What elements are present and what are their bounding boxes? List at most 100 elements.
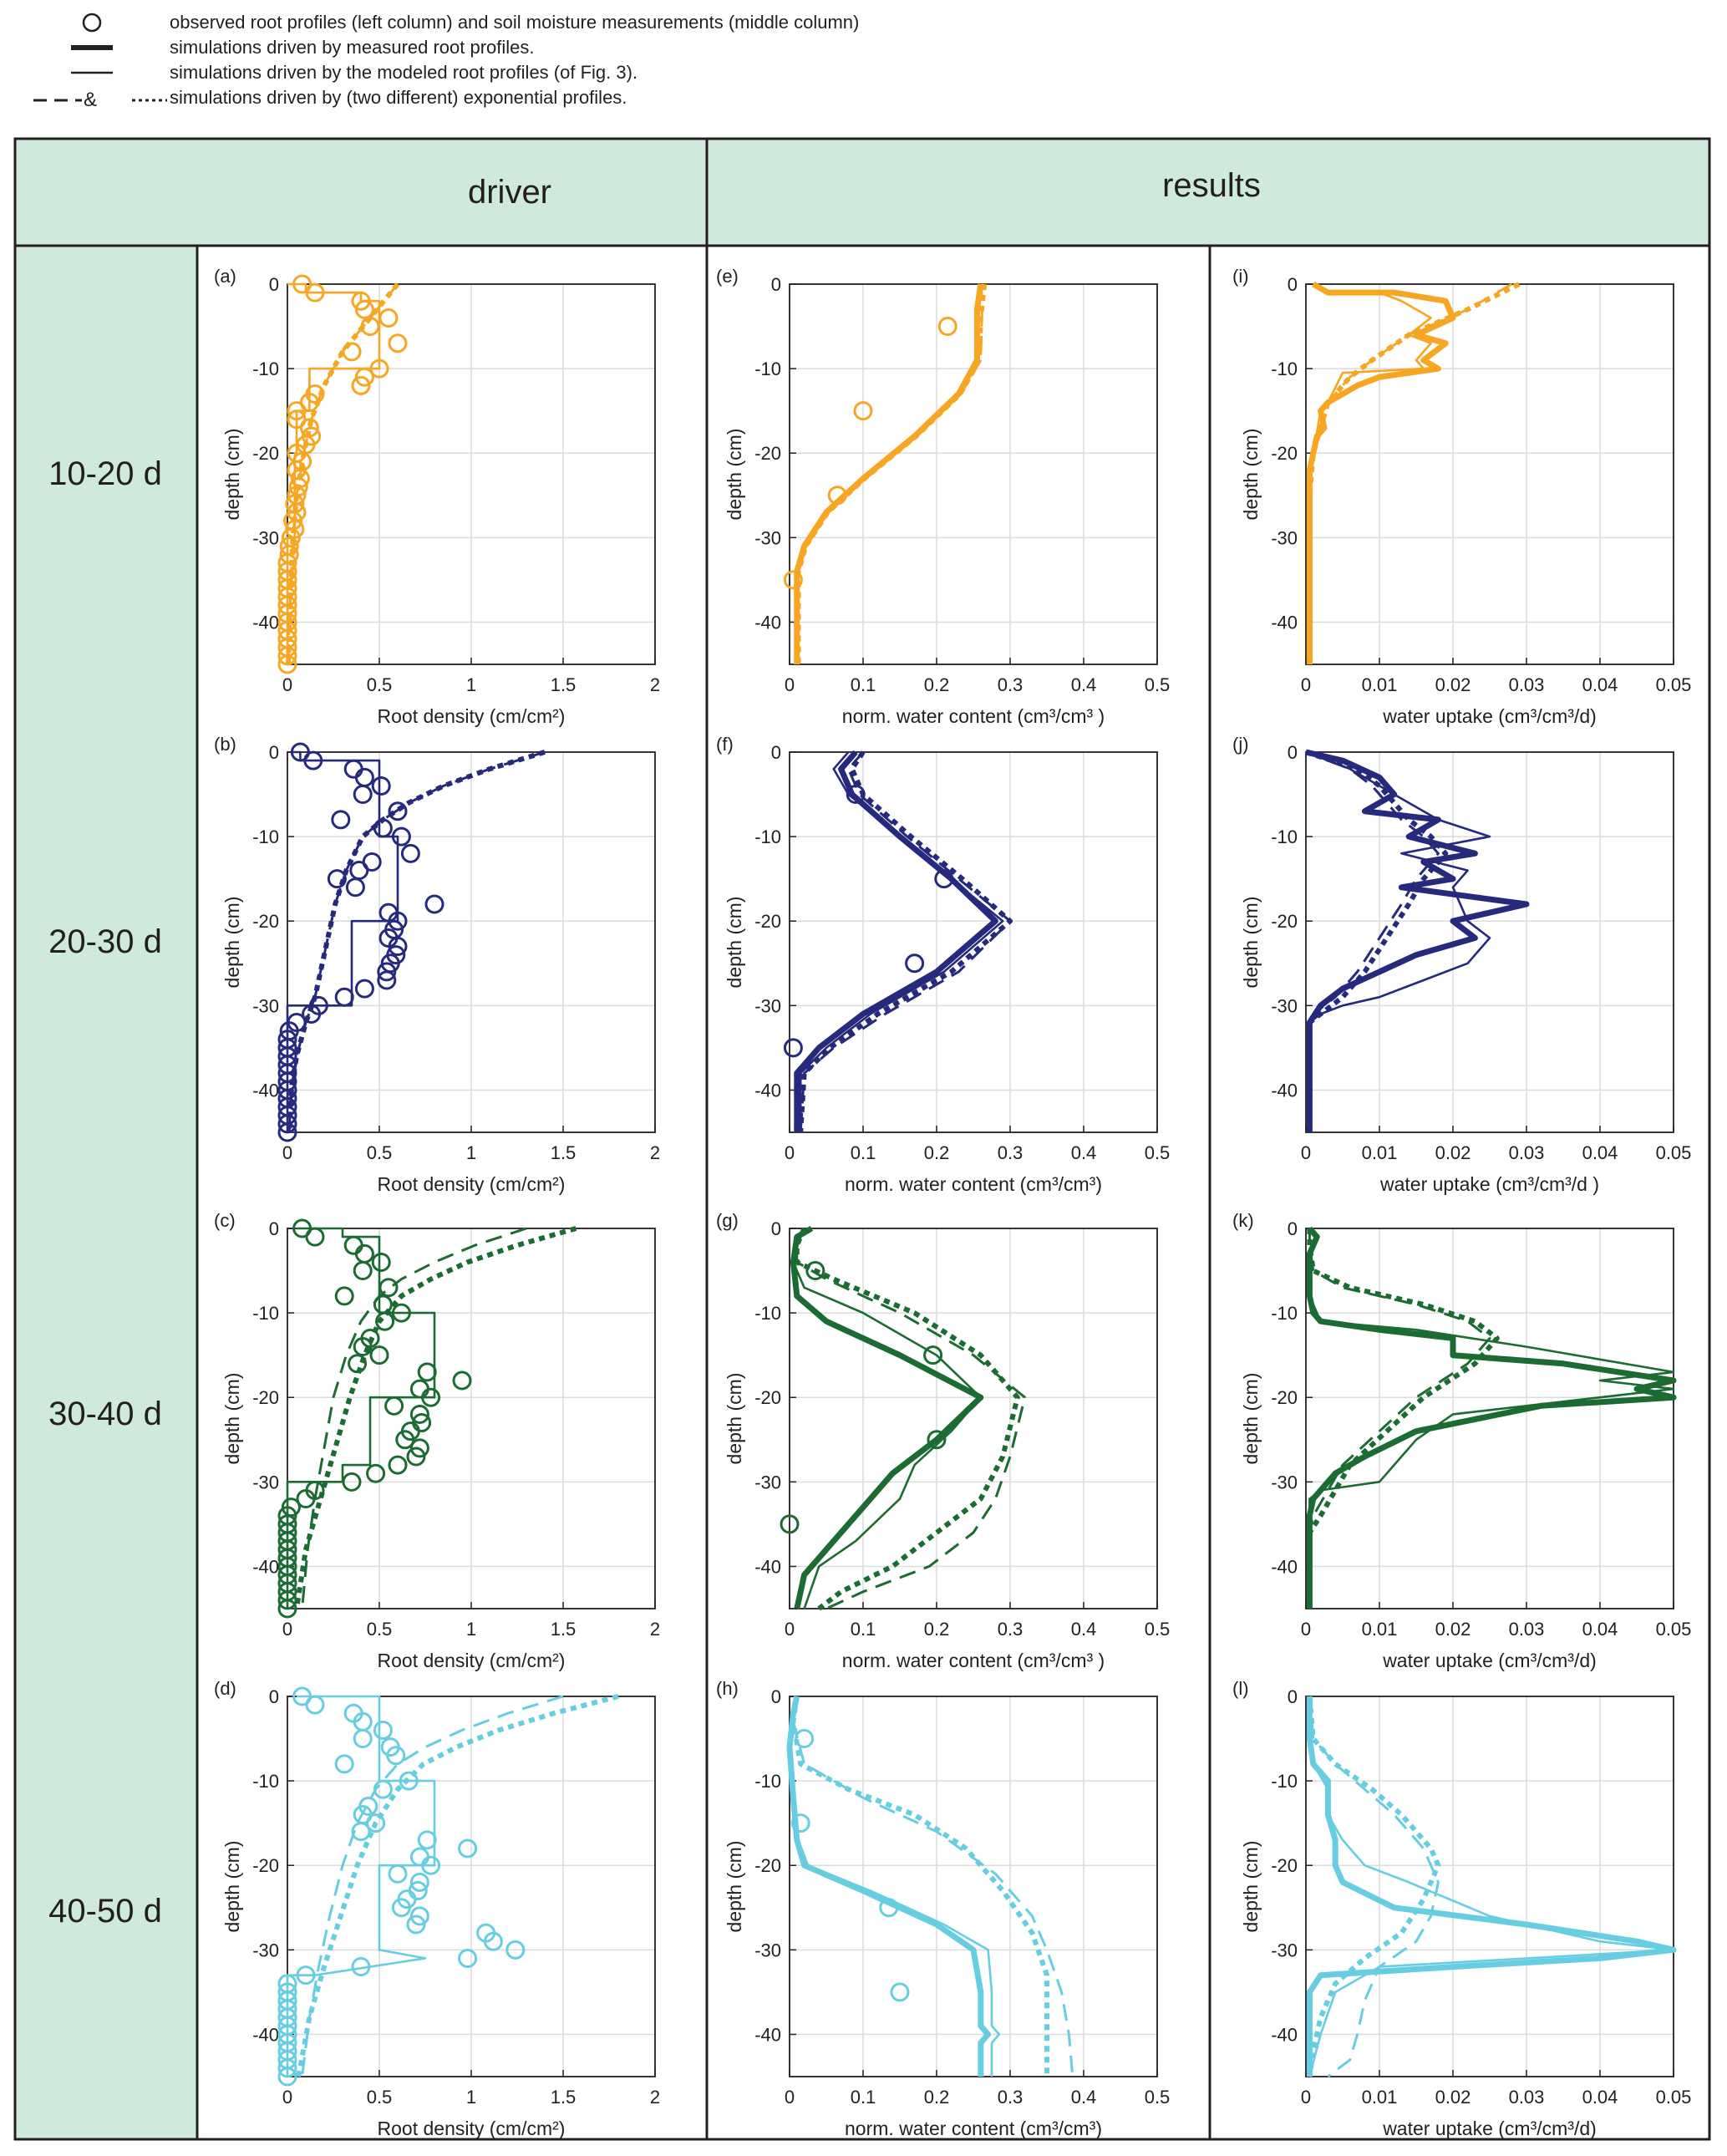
observed-marker [378, 308, 399, 328]
legend-item-exponential: & simulations driven by (two different) … [0, 85, 1086, 111]
series-dashed [1305, 750, 1440, 1132]
observed-marker [391, 1303, 411, 1323]
observed-marker [890, 1982, 910, 2002]
panel-label: (h) [716, 1678, 739, 1699]
observed-marker [353, 1729, 373, 1749]
plot-frame [789, 283, 1158, 665]
y-tick-label: 0 [1288, 742, 1298, 763]
x-tick-label: 0 [1301, 674, 1311, 695]
observed-marker [277, 1122, 297, 1142]
observed-marker [305, 1695, 325, 1715]
panel-label: (b) [214, 734, 236, 755]
y-axis-label: depth (cm) [724, 897, 745, 989]
chart-panel-i: 0 0.01 0.02 0.03 0.04 0.05 0 -10 -20 -30 -40 (i) wat… [1232, 266, 1691, 727]
x-tick-label: 0.1 [851, 674, 876, 695]
observed-marker [354, 979, 374, 999]
y-axis-label: depth (cm) [221, 1373, 243, 1465]
panel-label: (e) [716, 266, 739, 287]
series-dashed [1308, 282, 1513, 664]
chart-panel-g: 0 0.1 0.2 0.3 0.4 0.5 0 -10 -20 -30 -40 (g) norm. wa… [716, 1210, 1170, 1671]
y-tick-label: -40 [252, 612, 279, 633]
x-tick-label: 0 [785, 1142, 795, 1163]
y-tick-label: -30 [754, 527, 781, 548]
y-tick-label: -30 [1271, 1940, 1298, 1960]
x-tick-label: 0.01 [1362, 1619, 1398, 1640]
series-thin-solid [1305, 750, 1491, 1132]
observed-marker [360, 317, 380, 337]
y-axis-label: depth (cm) [1240, 897, 1262, 989]
y-tick-label: -30 [252, 1472, 279, 1492]
plot-frame [287, 283, 656, 665]
legend: observed root profiles (left column) and… [0, 0, 1086, 134]
series-dotted [296, 1694, 619, 2077]
thick-line-icon [71, 45, 113, 50]
chart-panel-c: 0 0.5 1 1.5 2 0 -10 -20 -30 -40 (c) Root density (c… [214, 1210, 660, 1671]
observed-marker [334, 1286, 354, 1306]
observed-marker [351, 291, 371, 311]
y-tick-label: 0 [1288, 1686, 1298, 1707]
legend-text: simulations driven by measured root prof… [170, 37, 535, 58]
observed-marker [348, 1354, 368, 1374]
observed-marker [296, 1489, 316, 1509]
observed-marker [505, 1940, 526, 1960]
observed-marker [388, 333, 408, 353]
y-tick-label: -40 [754, 2024, 781, 2045]
observed-marker [377, 970, 397, 990]
y-axis-label: depth (cm) [1240, 429, 1262, 521]
panel-label: (k) [1232, 1210, 1254, 1231]
x-axis-label: water uptake (cm³/cm³/d) [1382, 705, 1597, 727]
observed-marker [277, 654, 297, 674]
x-tick-label: 0.5 [367, 1142, 393, 1163]
series-thin-solid [286, 1695, 436, 2077]
x-tick-label: 0.4 [1071, 674, 1097, 695]
y-tick-label: -40 [1271, 1556, 1298, 1577]
x-tick-label: 1.5 [551, 1142, 577, 1163]
plot-frame [1305, 1228, 1674, 1609]
y-tick-label: -20 [754, 911, 781, 932]
x-tick-label: 0.03 [1509, 2087, 1545, 2108]
x-tick-label: 0 [785, 1619, 795, 1640]
y-tick-label: -30 [1271, 995, 1298, 1016]
y-tick-label: -10 [1271, 358, 1298, 379]
row-label-4: 40-50 d [48, 1893, 162, 1930]
observed-marker [409, 1438, 429, 1458]
series-dotted [1305, 750, 1449, 1132]
x-tick-label: 0.1 [851, 1619, 876, 1640]
x-tick-label: 0.4 [1071, 1142, 1097, 1163]
x-tick-label: 0.5 [1145, 1142, 1171, 1163]
y-tick-label: 0 [269, 742, 279, 763]
plot-frame [1305, 283, 1674, 665]
observed-marker [853, 401, 873, 421]
observed-marker [879, 1898, 899, 1918]
y-tick-label: -20 [754, 443, 781, 464]
x-tick-label: 1 [466, 1619, 476, 1640]
x-tick-label: 0.3 [998, 2087, 1024, 2108]
observed-marker [366, 1813, 386, 1833]
observed-marker [846, 785, 866, 805]
column-header-driver: driver [467, 174, 552, 211]
observed-marker [409, 1404, 429, 1424]
observed-marker [375, 1311, 395, 1331]
row-label-1: 10-20 d [48, 455, 162, 492]
y-tick-label: -10 [754, 358, 781, 379]
y-tick-label: -10 [252, 1771, 279, 1792]
x-tick-label: 0.04 [1582, 2087, 1618, 2108]
y-tick-label: -30 [252, 527, 279, 548]
x-tick-label: 0.5 [1145, 674, 1171, 695]
y-tick-label: 0 [771, 1686, 781, 1707]
observed-marker [388, 937, 408, 957]
y-tick-label: -10 [1271, 826, 1298, 847]
chart-panel-l: 0 0.01 0.02 0.03 0.04 0.05 0 -10 -20 -30 -40 (l) wat… [1232, 1678, 1691, 2139]
y-axis-label: depth (cm) [724, 429, 745, 521]
observed-marker [409, 1847, 429, 1867]
x-tick-label: 1 [466, 674, 476, 695]
observed-marker [351, 375, 371, 395]
observed-marker [395, 1430, 415, 1450]
observed-marker [343, 759, 363, 779]
observed-marker [303, 750, 323, 770]
series-dashed [1308, 1228, 1491, 1609]
observed-marker [354, 367, 374, 387]
observed-marker [458, 1948, 478, 1968]
x-tick-label: 0.5 [367, 2087, 393, 2108]
